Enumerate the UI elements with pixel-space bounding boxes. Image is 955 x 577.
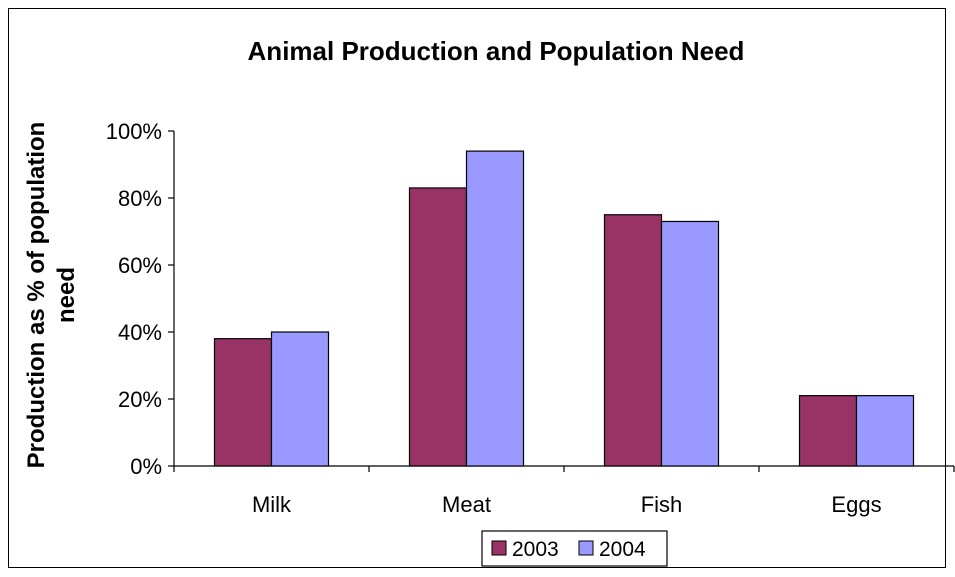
bar-eggs-2003 <box>798 395 858 467</box>
legend-swatch-2003 <box>491 540 507 556</box>
y-axis-label-line-2: need <box>53 267 80 323</box>
bar-milk-2003 <box>213 338 273 467</box>
y-tick-label: 0% <box>130 454 162 479</box>
bar-meat-2004 <box>465 150 525 467</box>
legend-label-2003: 2003 <box>512 538 559 561</box>
y-tick-label: 20% <box>118 387 162 412</box>
x-category-label: Eggs <box>831 492 881 517</box>
x-category-label: Meat <box>442 492 491 517</box>
chart-title: Animal Production and Population Need <box>248 36 745 66</box>
bar-milk-2004 <box>270 331 330 467</box>
bar-meat-2003 <box>408 187 468 467</box>
x-category-label: Milk <box>252 492 292 517</box>
legend-swatch-2004 <box>578 540 594 556</box>
y-axis-label: Production as % of population need <box>23 122 80 469</box>
y-tick-label: 40% <box>118 320 162 345</box>
bar-fish-2004 <box>660 220 720 467</box>
y-tick-label: 100% <box>106 119 162 144</box>
plot-area: 0% 20% 40% 60% 80% 100% Milk Meat Fish Eggs <box>106 119 955 517</box>
x-category-label: Fish <box>641 492 683 517</box>
chart-frame <box>8 8 946 568</box>
legend-box <box>481 530 668 567</box>
y-tick-label: 60% <box>118 253 162 278</box>
bar-fish-2003 <box>603 214 663 467</box>
legend: 2003 2004 <box>481 530 668 567</box>
bar-eggs-2004 <box>855 395 915 467</box>
y-axis-label-line-1: Production as % of population <box>23 122 50 469</box>
y-tick-label: 80% <box>118 186 162 211</box>
legend-label-2004: 2004 <box>599 538 646 561</box>
